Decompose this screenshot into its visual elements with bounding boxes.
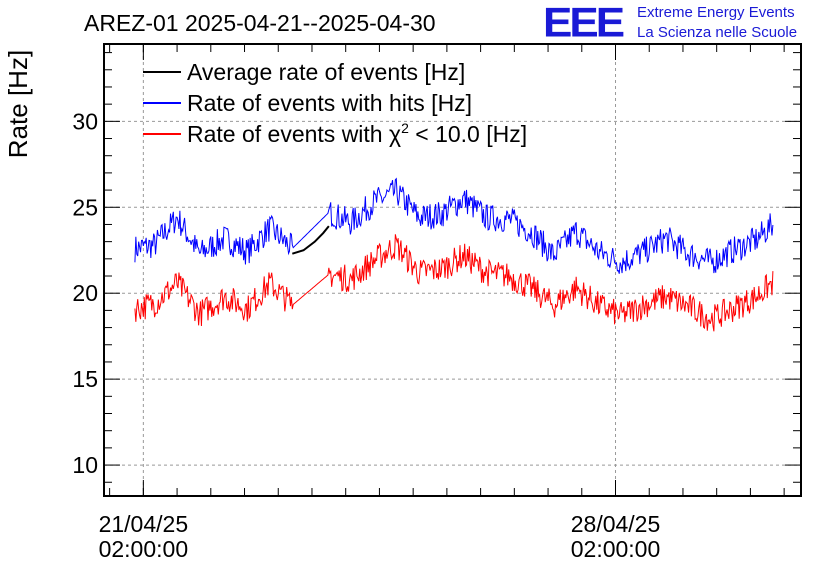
eee-logo: EEE bbox=[543, 0, 625, 46]
y-tick-label: 25 bbox=[72, 194, 98, 220]
plot-frame bbox=[103, 43, 802, 497]
x-tick-label-date: 28/04/25 bbox=[571, 511, 661, 537]
logo-subtitle-line2: La Scienza nelle Scuole bbox=[637, 24, 798, 41]
y-tick-label: 30 bbox=[72, 108, 98, 134]
y-tick-label: 15 bbox=[72, 366, 98, 392]
x-tick-label-date: 21/04/25 bbox=[99, 511, 189, 537]
x-tick-label-time: 02:00:00 bbox=[99, 536, 189, 562]
y-tick-label: 20 bbox=[72, 280, 98, 306]
legend-label: Rate of events with χ2 < 10.0 [Hz] bbox=[187, 120, 527, 147]
y-tick-label: 10 bbox=[72, 452, 98, 478]
x-tick-label-time: 02:00:00 bbox=[571, 536, 661, 562]
logo-subtitle-line1: Extreme Energy Events bbox=[637, 4, 795, 21]
y-axis-label: Rate [Hz] bbox=[3, 50, 33, 158]
series-line-chi2 bbox=[134, 234, 774, 332]
legend-label: Rate of events with hits [Hz] bbox=[187, 90, 472, 116]
series-line-hits bbox=[134, 177, 774, 274]
chart-title: AREZ-01 2025-04-21--2025-04-30 bbox=[84, 10, 436, 36]
legend-label: Average rate of events [Hz] bbox=[187, 59, 465, 85]
series-line-average bbox=[292, 225, 330, 255]
